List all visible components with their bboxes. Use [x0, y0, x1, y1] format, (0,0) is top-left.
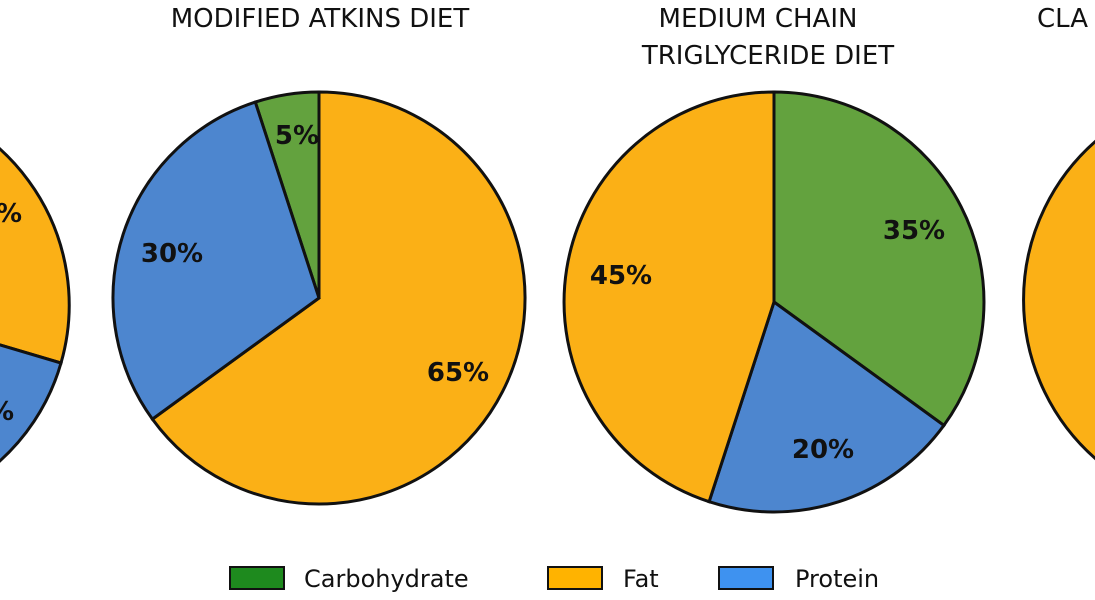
pie-mct-title-line-1: MEDIUM CHAIN	[659, 4, 858, 34]
legend-fat-swatch	[547, 566, 603, 590]
pie-mct: 35% 45% 20%	[562, 90, 986, 514]
pie-mct-protein-label: 20%	[792, 435, 854, 465]
pie-left-protein-slice	[0, 343, 63, 463]
pie-right-title: CLA	[1037, 4, 1088, 34]
legend-carbohydrate-label: Carbohydrate	[304, 565, 469, 593]
pie-left-fat-label: %	[0, 199, 22, 229]
pie-left-fat-slice	[0, 147, 71, 365]
legend: Carbohydrate Fat Protein	[229, 565, 879, 593]
pie-atkins-protein-label: 30%	[141, 239, 203, 269]
pie-mct-carbohydrate-label: 35%	[883, 216, 945, 246]
pie-mct-fat-slice	[562, 90, 776, 504]
pie-mct-protein-slice	[707, 299, 946, 514]
pie-atkins-fat-label: 65%	[427, 358, 489, 388]
legend-carbohydrate-swatch	[229, 566, 285, 590]
pie-right-partial	[1022, 139, 1095, 461]
pie-atkins-title: MODIFIED ATKINS DIET	[171, 4, 470, 34]
pie-mct-fat-label: 45%	[590, 261, 652, 291]
pie-mct-title-line-2: TRIGLYCERIDE DIET	[641, 41, 894, 71]
pie-atkins-protein-slice	[111, 100, 321, 422]
pie-right-fat-slice	[1022, 139, 1095, 461]
pie-atkins-carbohydrate-label: 5%	[275, 121, 319, 151]
pie-atkins: 5% 65% 30%	[111, 90, 527, 506]
legend-protein-swatch	[718, 566, 774, 590]
pie-mct-carbohydrate-slice	[772, 90, 986, 428]
pie-atkins-fat-slice	[150, 90, 527, 506]
pie-left-protein-label: %	[0, 397, 14, 427]
pie-left-partial: % %	[0, 147, 71, 463]
legend-fat-label: Fat	[623, 565, 659, 593]
legend-protein-label: Protein	[795, 565, 879, 593]
